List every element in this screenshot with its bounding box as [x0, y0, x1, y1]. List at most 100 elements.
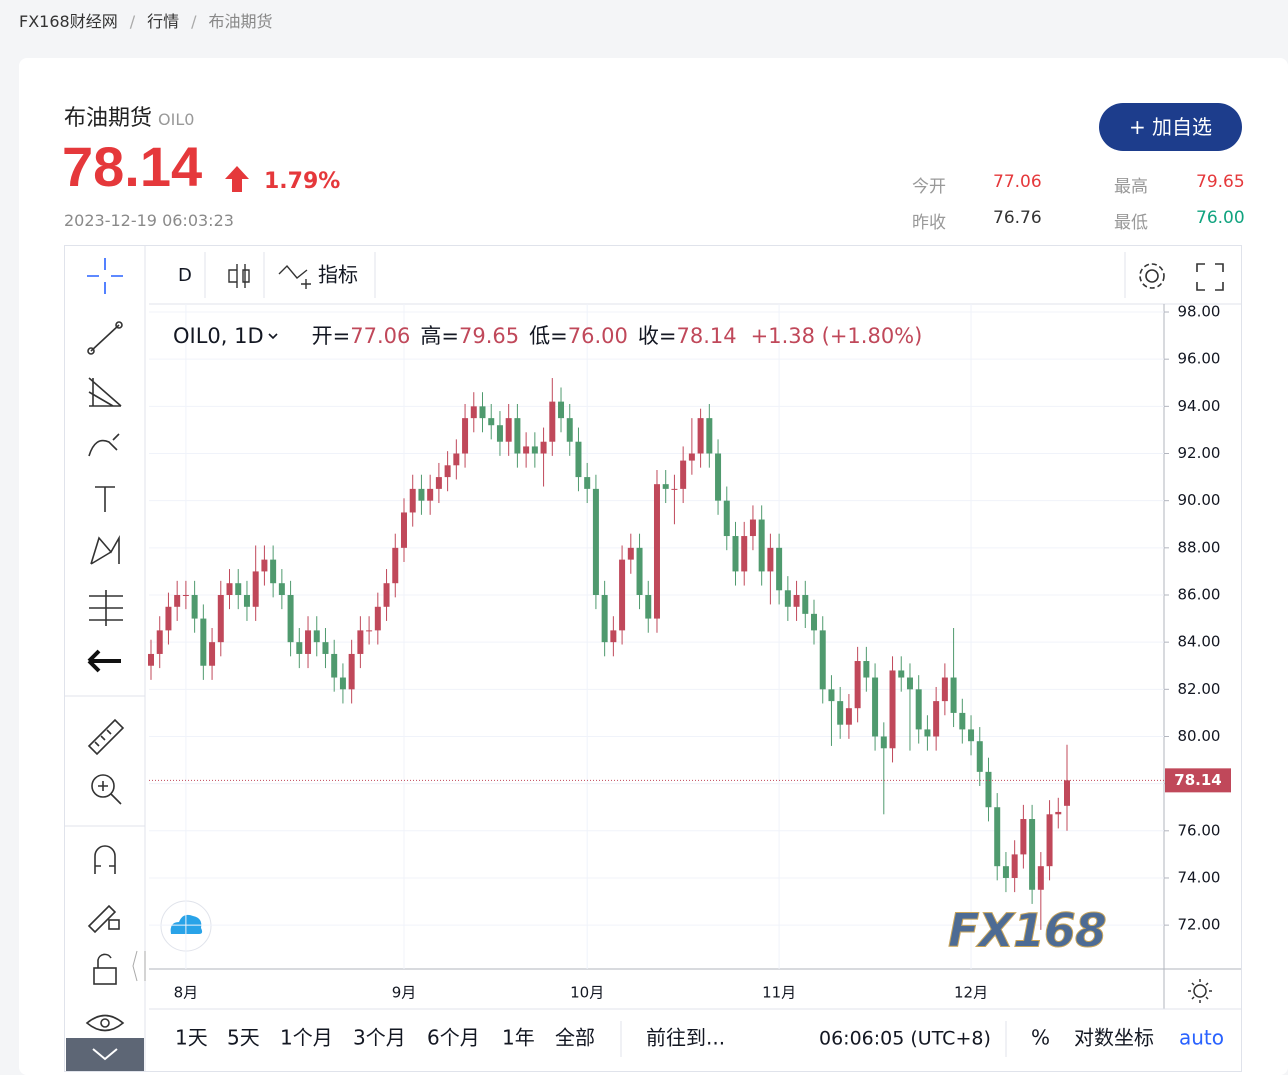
candle-body — [374, 606, 381, 631]
candle-body — [209, 642, 216, 666]
candle-body — [592, 488, 599, 595]
candle-body — [845, 708, 852, 725]
candle-body — [156, 630, 163, 654]
crumb-link[interactable]: FX168财经网 — [19, 12, 118, 31]
candle-body — [339, 677, 346, 690]
candle-body — [174, 594, 181, 607]
candle-body — [645, 594, 652, 619]
crumb-current: 布油期货 — [179, 12, 272, 31]
candle-body — [968, 729, 975, 742]
legend-change: +1.38 (+1.80%) — [751, 324, 923, 348]
candle-body — [435, 477, 442, 489]
grid — [149, 304, 1164, 969]
y-tick-label: 74.00 — [1178, 868, 1221, 886]
candle-body — [523, 446, 530, 454]
candle-body — [252, 571, 259, 607]
candle-body — [1011, 854, 1018, 878]
y-tick-label: 90.00 — [1178, 491, 1221, 509]
candle-body — [837, 701, 844, 725]
range-button[interactable]: 6个月 — [427, 1026, 480, 1050]
candle-body — [1037, 866, 1044, 890]
instrument-symbol: OIL0 — [158, 110, 195, 129]
candle-body — [811, 613, 818, 631]
collapse-toolbar[interactable] — [66, 1038, 144, 1071]
candle-body — [1002, 866, 1009, 878]
candle-body — [287, 594, 294, 643]
axis-settings[interactable] — [1193, 984, 1207, 998]
candle-body — [1055, 811, 1062, 815]
percent-button[interactable]: % — [1031, 1026, 1050, 1050]
legend-chevron[interactable] — [268, 333, 278, 340]
candle-body — [531, 446, 538, 454]
y-tick-label: 88.00 — [1178, 538, 1221, 556]
candle-body — [243, 594, 250, 607]
candle-body — [444, 465, 451, 478]
range-button[interactable]: 全部 — [555, 1026, 595, 1050]
interval-button[interactable]: D — [178, 265, 192, 286]
candle-body — [924, 729, 931, 737]
range-button[interactable]: 1天 — [175, 1026, 208, 1050]
candle-body — [715, 453, 722, 501]
legend-value: 77.06 — [350, 324, 410, 348]
up-arrow — [225, 166, 249, 192]
candle-body — [880, 736, 887, 749]
candle-body — [994, 807, 1001, 867]
range-button[interactable]: 1个月 — [280, 1026, 333, 1050]
candle-body — [427, 488, 434, 501]
range-button[interactable]: 5天 — [227, 1026, 260, 1050]
range-button[interactable]: 1年 — [502, 1026, 535, 1050]
clock: 06:06:05 (UTC+8) — [819, 1028, 991, 1050]
y-tick-label: 84.00 — [1178, 633, 1221, 651]
auto-button[interactable]: auto — [1179, 1026, 1224, 1050]
goto-button[interactable]: 前往到... — [646, 1026, 725, 1050]
candle-body — [872, 677, 879, 737]
candle-body — [148, 653, 154, 666]
log-button[interactable]: 对数坐标 — [1074, 1026, 1154, 1050]
legend-value: 79.65 — [459, 324, 519, 348]
candle-body — [671, 488, 678, 490]
crumb-link[interactable]: 行情 — [118, 12, 179, 31]
candle-body — [985, 771, 992, 808]
add-watchlist-button[interactable]: + 加自选 — [1099, 103, 1242, 151]
legend-symbol: OIL0, 1D — [173, 324, 264, 348]
candle-body — [680, 460, 687, 489]
y-tick-label: 76.00 — [1178, 821, 1221, 839]
candle-body — [409, 488, 416, 513]
y-tick-label: 92.00 — [1178, 444, 1221, 462]
candle-body — [863, 661, 870, 678]
candle-body — [200, 618, 207, 666]
candle-body — [767, 547, 774, 572]
instrument-name: 布油期货 — [64, 106, 153, 131]
candle-body — [296, 642, 303, 654]
candle-body — [854, 661, 861, 709]
y-tick-label: 82.00 — [1178, 680, 1221, 698]
candle-body — [558, 401, 565, 419]
last-price-badge — [1165, 768, 1231, 793]
candle-body — [741, 536, 748, 572]
candle-body — [898, 670, 905, 678]
candle-body — [549, 401, 556, 442]
candle-body — [305, 630, 312, 654]
candle-body — [366, 630, 373, 632]
candle-body — [418, 488, 425, 501]
breadcrumb: FX168财经网行情布油期货 — [19, 8, 273, 32]
candle-body — [1020, 819, 1027, 855]
candle-body — [688, 453, 695, 461]
stat-value: 77.06 — [993, 172, 1042, 192]
drawing-tools[interactable] — [85, 258, 1224, 1032]
range-button[interactable]: 3个月 — [353, 1026, 406, 1050]
candle-body — [470, 406, 477, 419]
candle-body — [723, 500, 730, 537]
candle-body — [217, 594, 224, 643]
candle-body — [636, 547, 643, 595]
y-tick-label: 96.00 — [1178, 350, 1221, 368]
candle-body — [619, 559, 626, 631]
indicators-button[interactable]: 指标 — [318, 263, 358, 287]
candle-body — [488, 418, 495, 426]
quote-time: 2023-12-19 06:03:23 — [64, 211, 234, 230]
candle-body — [514, 418, 521, 454]
candle-body — [1029, 819, 1036, 890]
stat-label: 最高 — [1114, 177, 1148, 197]
candle-body — [819, 630, 826, 690]
